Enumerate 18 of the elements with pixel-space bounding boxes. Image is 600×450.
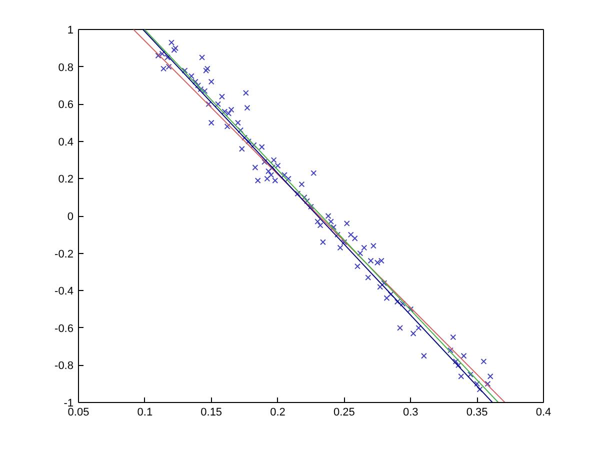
y-tick-label: 0.4 [58,136,74,148]
x-tick-label: 0.2 [270,406,286,418]
x-tick-label: 0.25 [334,406,355,418]
y-tick-label: 1 [67,24,74,36]
y-tick-label: -0.4 [54,286,74,298]
y-tick-label: -0.8 [54,360,74,372]
y-tick-label: -0.2 [54,248,74,260]
x-tick-label: 0.3 [402,406,418,418]
x-tick-label: 0.35 [466,406,488,418]
y-tick-label: -0.6 [54,322,74,335]
x-tick-label: 0.4 [536,406,552,418]
y-tick-label: 0 [67,211,74,223]
x-tick-label: 0.15 [200,406,222,418]
x-tick-label: 0.1 [137,406,153,418]
y-tick-label: 0.2 [58,174,74,186]
y-tick-label: 0.8 [58,62,74,74]
y-tick-label: 0.6 [58,99,74,112]
x-tick-label: 0.05 [68,406,90,418]
